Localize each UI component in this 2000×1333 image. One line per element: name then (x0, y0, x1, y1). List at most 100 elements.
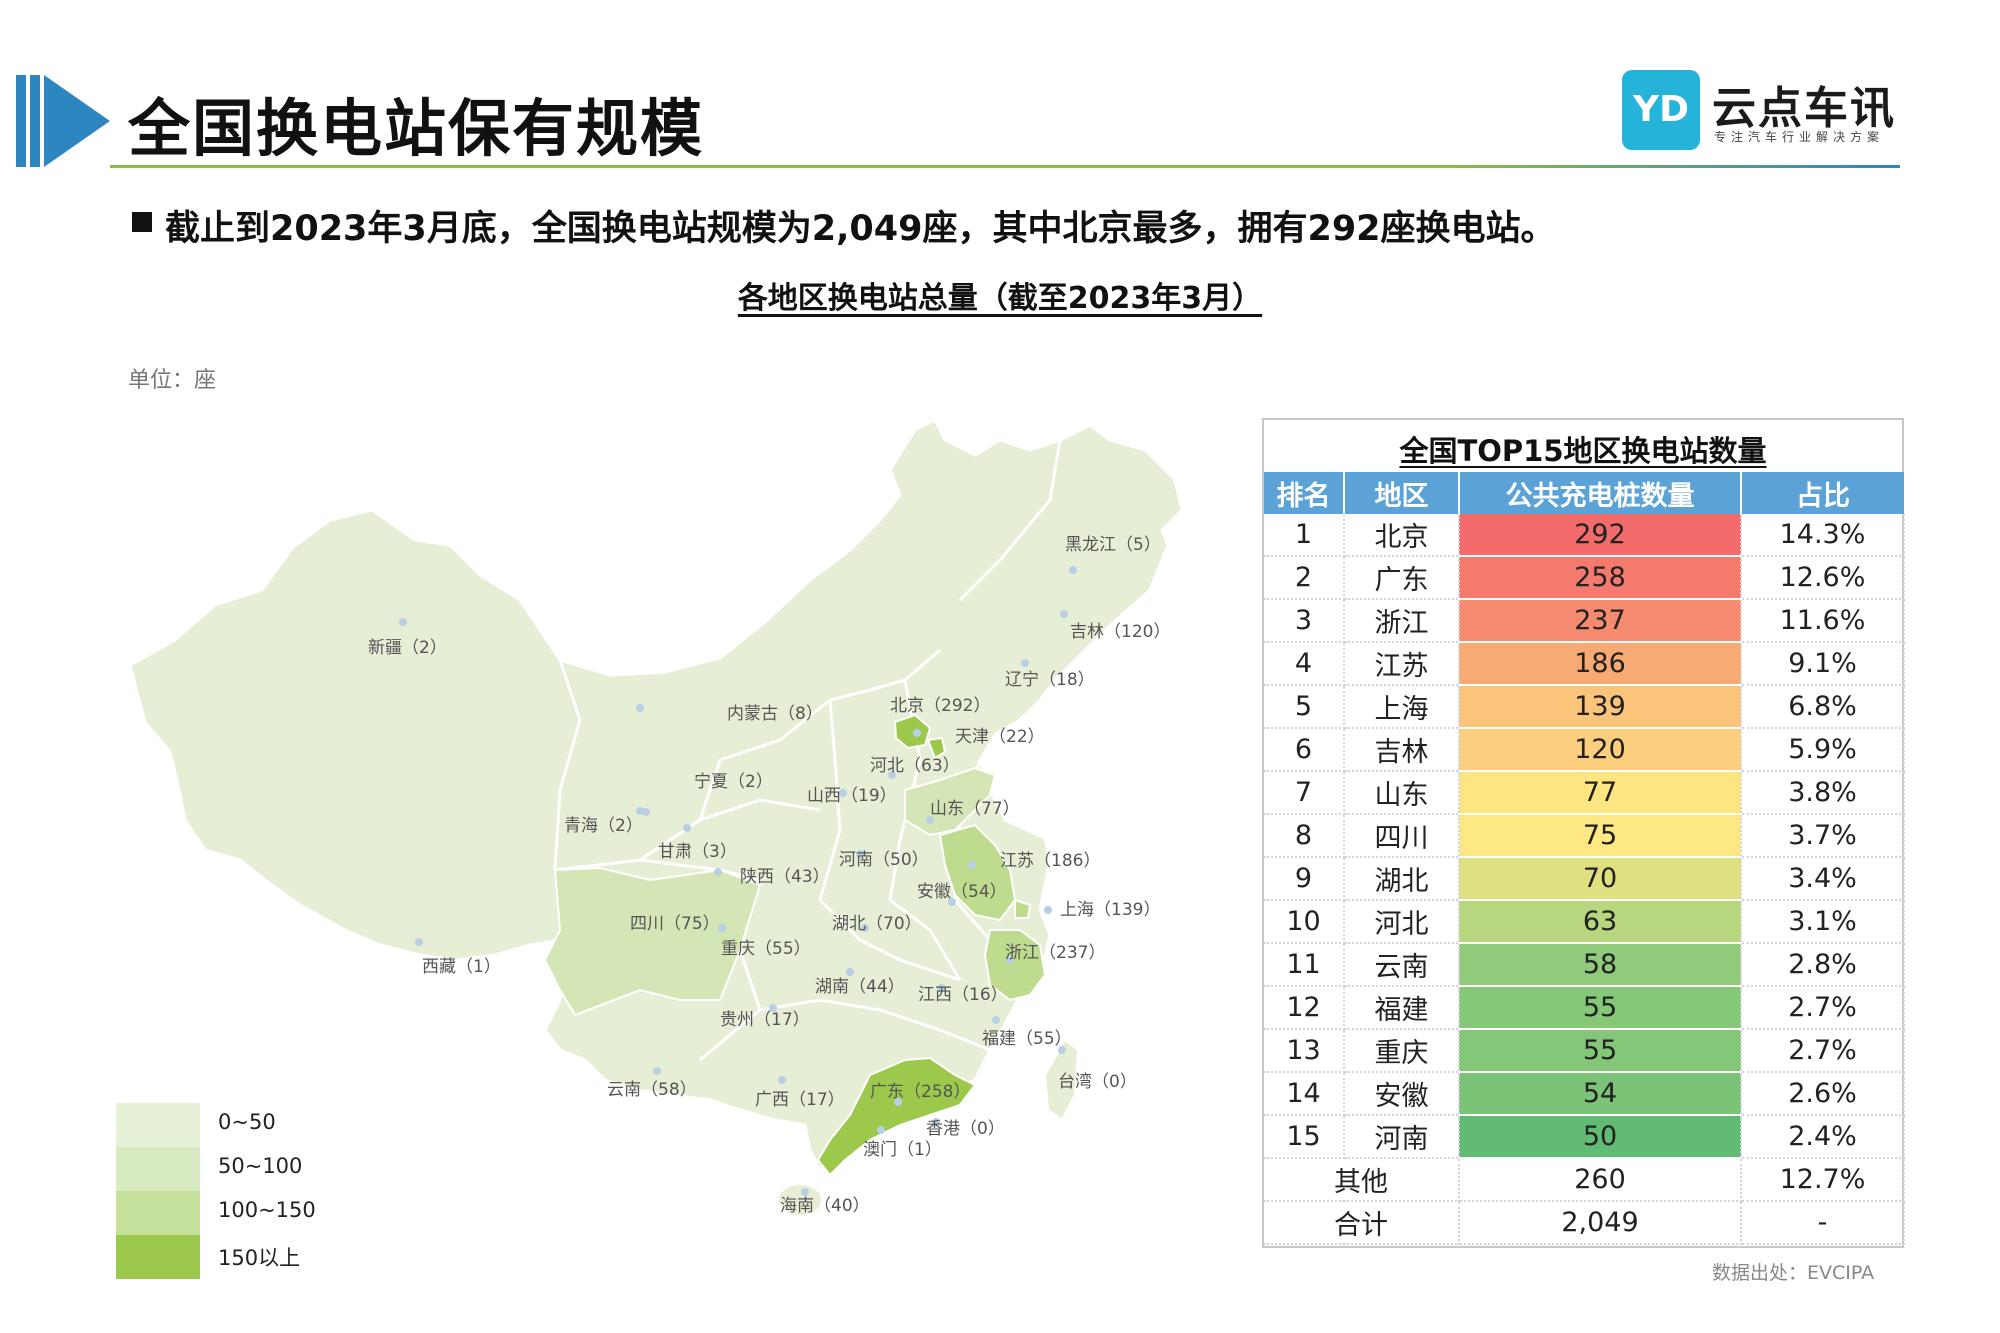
rank-cell: 7 (1264, 771, 1345, 815)
rank-cell: 12 (1264, 986, 1345, 1030)
header-arrow-icon (44, 75, 110, 167)
count-cell: 292 (1459, 514, 1742, 557)
region-shanghai (1014, 898, 1032, 919)
count-cell: 55 (1459, 986, 1742, 1030)
rank-cell: 10 (1264, 900, 1345, 944)
rank-cell: 8 (1264, 814, 1345, 858)
share-cell: 2.7% (1741, 1029, 1905, 1073)
share-cell: 2.4% (1741, 1115, 1905, 1159)
region-cell: 云南 (1344, 943, 1460, 987)
map-label: 陕西（43） (740, 867, 830, 887)
region-cell: 山东 (1344, 771, 1460, 815)
map-label: 新疆（2） (368, 638, 447, 658)
table-row: 12 福建 55 2.7% (1264, 986, 1905, 1030)
count-cell: 75 (1459, 814, 1742, 858)
region-cell: 江苏 (1344, 642, 1460, 686)
legend-label: 150以上 (218, 1246, 301, 1270)
map-label: 山东（77） (930, 799, 1020, 819)
map-label: 重庆（55） (721, 939, 811, 959)
map-label: 河北（63） (870, 756, 960, 776)
unit-label: 单位：座 (128, 368, 217, 393)
share-cell: 2.7% (1741, 986, 1905, 1030)
share-cell: 3.1% (1741, 900, 1905, 944)
rank-cell: 2 (1264, 556, 1345, 600)
map-label: 黑龙江（5） (1065, 535, 1161, 555)
hainan-island (777, 1183, 823, 1217)
title-underline (110, 165, 1900, 168)
map-label: 湖北（70） (832, 914, 922, 934)
rank-cell: 14 (1264, 1072, 1345, 1116)
rank-cell: 13 (1264, 1029, 1345, 1073)
map-label: 青海（2） (564, 816, 643, 836)
count-cell: 63 (1459, 900, 1742, 944)
count-cell: 55 (1459, 1029, 1742, 1073)
rank-cell: 11 (1264, 943, 1345, 987)
rank-cell: 9 (1264, 857, 1345, 901)
share-cell: 6.8% (1741, 685, 1905, 729)
brand-name: 云点车讯 (1712, 83, 1896, 134)
share-cell: 12.6% (1741, 556, 1905, 600)
map-label: 甘肃（3） (658, 842, 737, 862)
brand-logo-icon: YD (1622, 70, 1700, 150)
count-cell: 70 (1459, 857, 1742, 901)
count-cell: 237 (1459, 599, 1742, 643)
map-label: 贵州（17） (720, 1010, 810, 1030)
summary-text: 截止到2023年3月底，全国换电站规模为2,049座，其中北京最多，拥有292座… (165, 209, 1556, 249)
map-label: 云南（58） (607, 1080, 697, 1100)
rank-cell: 1 (1264, 514, 1345, 557)
legend-label: 50~100 (218, 1154, 303, 1178)
map-labels: 黑龙江（5） 吉林（120） 辽宁（18） 新疆（2） 内蒙古（8） 北京（29… (368, 535, 1170, 1216)
map-label: 西藏（1） (422, 957, 501, 977)
china-map: 黑龙江（5） 吉林（120） 辽宁（18） 新疆（2） 内蒙古（8） 北京（29… (128, 417, 1184, 1217)
count-cell: 120 (1459, 728, 1742, 772)
region-cell: 上海 (1344, 685, 1460, 729)
source-note: 数据出处：EVCIPA (1712, 1262, 1875, 1284)
map-label: 广西（17） (755, 1090, 845, 1110)
table-row: 2 广东 258 12.6% (1264, 556, 1905, 600)
column-header: 地区 (1344, 472, 1460, 514)
count-cell: 139 (1459, 685, 1742, 729)
column-header: 公共充电桩数量 (1459, 472, 1742, 514)
taiwan-island (1043, 1038, 1080, 1122)
share-cell: 2.6% (1741, 1072, 1905, 1116)
region-cell: 河北 (1344, 900, 1460, 944)
region-jiangsu (938, 823, 1017, 922)
share-cell: 3.7% (1741, 814, 1905, 858)
table-row: 15 河南 50 2.4% (1264, 1115, 1905, 1159)
table-row: 6 吉林 120 5.9% (1264, 728, 1905, 772)
share-cell: 3.4% (1741, 857, 1905, 901)
share-cell: 3.8% (1741, 771, 1905, 815)
rank-cell: 15 (1264, 1115, 1345, 1159)
count-cell: 260 (1459, 1158, 1742, 1202)
legend-label: 100~150 (218, 1198, 316, 1222)
legend-swatch (116, 1103, 200, 1147)
map-label: 海南（40） (780, 1196, 870, 1216)
region-cell: 福建 (1344, 986, 1460, 1030)
map-land (128, 417, 1184, 1217)
map-label: 四川（75） (630, 914, 720, 934)
table-row: 10 河北 63 3.1% (1264, 900, 1905, 944)
column-header: 排名 (1264, 472, 1345, 514)
share-cell: 2.8% (1741, 943, 1905, 987)
map-label: 江西（16） (918, 985, 1008, 1005)
map-label: 辽宁（18） (1005, 670, 1095, 690)
region-cell: 重庆 (1344, 1029, 1460, 1073)
chart-title: 各地区换电站总量（截至2023年3月） (737, 281, 1263, 316)
region-guangdong (816, 1056, 977, 1177)
table-row: 14 安徽 54 2.6% (1264, 1072, 1905, 1116)
region-sichuan (543, 866, 762, 1017)
share-cell: - (1741, 1201, 1905, 1245)
region-cell: 吉林 (1344, 728, 1460, 772)
column-header: 占比 (1741, 472, 1904, 514)
table-row: 13 重庆 55 2.7% (1264, 1029, 1905, 1073)
brand-slogan: 专注汽车行业解决方案 (1714, 130, 1885, 144)
region-beijing (893, 713, 932, 750)
header-accent-bar (16, 75, 26, 167)
map-label: 香港（0） (926, 1119, 1005, 1139)
rank-cell: 6 (1264, 728, 1345, 772)
legend-swatch (116, 1147, 200, 1191)
count-cell: 2,049 (1459, 1201, 1742, 1245)
table-row: 7 山东 77 3.8% (1264, 771, 1905, 815)
legend-label: 0~50 (218, 1110, 276, 1134)
table-title: 全国TOP15地区换电站数量 (1399, 434, 1767, 468)
